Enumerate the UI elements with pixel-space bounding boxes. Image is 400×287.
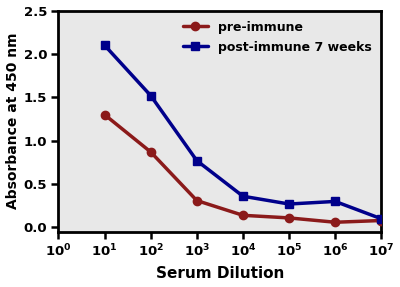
X-axis label: Serum Dilution: Serum Dilution xyxy=(156,266,284,282)
pre-immune xyxy=(194,199,199,202)
pre-immune xyxy=(287,216,292,220)
post-immune 7 weeks xyxy=(194,159,199,162)
post-immune 7 weeks xyxy=(287,202,292,206)
pre-immune xyxy=(333,220,338,224)
Line: pre-immune: pre-immune xyxy=(100,110,386,226)
post-immune 7 weeks xyxy=(240,195,245,198)
post-immune 7 weeks xyxy=(379,217,384,220)
pre-immune xyxy=(102,113,107,117)
Y-axis label: Absorbance at 450 nm: Absorbance at 450 nm xyxy=(6,33,20,210)
pre-immune xyxy=(240,214,245,217)
post-immune 7 weeks xyxy=(102,44,107,47)
Legend: pre-immune, post-immune 7 weeks: pre-immune, post-immune 7 weeks xyxy=(179,17,375,58)
pre-immune xyxy=(379,219,384,222)
post-immune 7 weeks xyxy=(148,94,153,97)
Line: post-immune 7 weeks: post-immune 7 weeks xyxy=(100,41,386,223)
post-immune 7 weeks xyxy=(333,200,338,203)
pre-immune xyxy=(148,150,153,154)
